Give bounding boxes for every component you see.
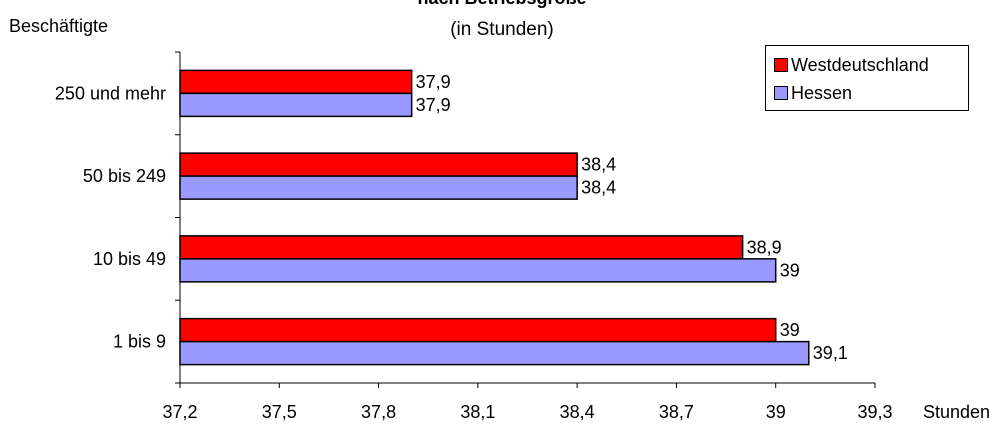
bar-hessen-0 [179, 92, 413, 118]
data-label: 38,9 [747, 237, 782, 257]
legend-item-westdeutschland: Westdeutschland [774, 54, 929, 76]
x-tick-label: 37,5 [262, 402, 297, 422]
data-label: 39,1 [813, 343, 848, 363]
bar-hessen-2 [179, 258, 777, 283]
x-tick-label: 37,8 [361, 402, 396, 422]
chart-title-line2: (in Stunden) [450, 19, 554, 40]
bar-westdeutschland-3 [179, 317, 777, 343]
legend-label-hessen: Hessen [791, 82, 853, 103]
legend-swatch-westdeutschland [774, 58, 788, 72]
x-tick-label: 38,4 [560, 402, 595, 422]
y-category-label: 10 bis 49 [93, 249, 166, 269]
legend-item-hessen: Hessen [774, 82, 852, 104]
legend-swatch-hessen [774, 86, 788, 100]
x-tick-label: 38,7 [659, 402, 694, 422]
bar-westdeutschland-2 [179, 235, 744, 260]
legend: Westdeutschland Hessen [765, 45, 969, 111]
chart-title-line1: nach Betriebsgröße [0, 0, 1004, 9]
data-label: 38,4 [581, 155, 616, 175]
legend-label-westdeutschland: Westdeutschland [791, 54, 929, 75]
bar-westdeutschland-1 [179, 152, 578, 177]
data-label: 38,4 [581, 178, 616, 198]
data-label: 37,9 [416, 95, 451, 115]
x-tick-label: 39,3 [857, 402, 892, 422]
y-category-label: 50 bis 249 [83, 166, 166, 186]
bar-hessen-1 [179, 175, 578, 200]
data-label: 37,9 [416, 72, 451, 92]
x-tick-label: 39 [766, 402, 786, 422]
data-label: 39 [780, 320, 800, 340]
x-tick-label: 37,2 [162, 402, 197, 422]
y-category-label: 250 und mehr [55, 83, 166, 103]
x-tick-label: 38,1 [460, 402, 495, 422]
bar-westdeutschland-0 [179, 69, 413, 95]
bar-hessen-3 [179, 340, 810, 366]
y-axis-label: Beschäftigte [9, 16, 109, 36]
x-axis-unit-label: Stunden [923, 402, 991, 422]
data-label: 39 [780, 260, 800, 280]
y-category-label: 1 bis 9 [113, 332, 166, 352]
